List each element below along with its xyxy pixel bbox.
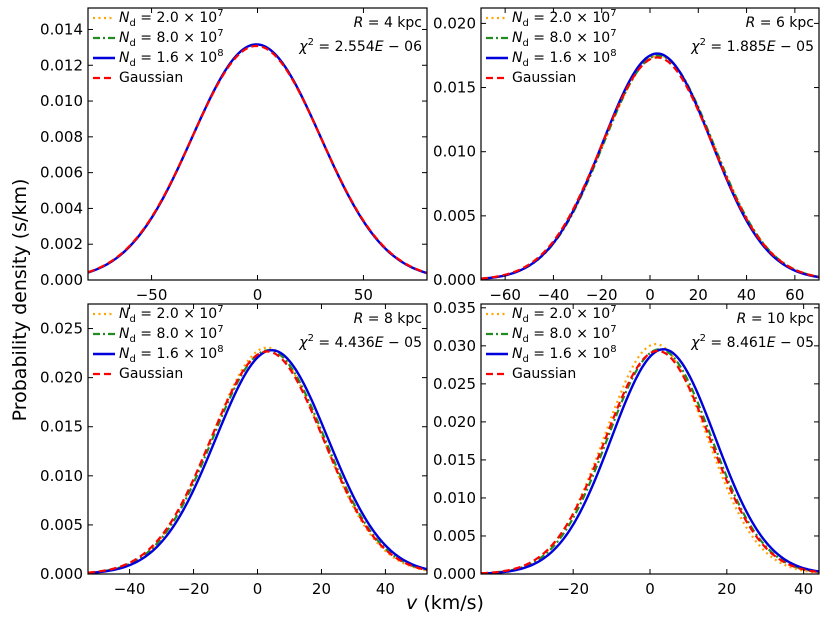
radius-annotation: R = 4 kpc bbox=[354, 15, 422, 31]
chi-square-annotation: χ2 = 4.436E − 05 bbox=[298, 333, 422, 351]
x-tick-label: 0 bbox=[253, 580, 263, 598]
x-tick-label: 20 bbox=[689, 286, 708, 304]
y-tick-label: 0.000 bbox=[40, 271, 83, 289]
y-tick-label: 0.020 bbox=[40, 369, 83, 387]
legend-label: Nd = 2.0 × 107 bbox=[119, 304, 224, 325]
x-tick-label: 40 bbox=[794, 580, 813, 598]
series-line bbox=[88, 350, 427, 574]
x-tick-label: −20 bbox=[586, 286, 618, 304]
series-line bbox=[88, 349, 427, 574]
y-tick-label: 0.008 bbox=[40, 128, 83, 146]
legend-label: Nd = 1.6 × 108 bbox=[119, 344, 224, 365]
series-line bbox=[88, 348, 427, 574]
x-tick-label: −50 bbox=[136, 286, 168, 304]
x-tick-label: 40 bbox=[376, 580, 395, 598]
x-tick-label: −20 bbox=[557, 580, 589, 598]
x-tick-label: −40 bbox=[538, 286, 570, 304]
y-tick-label: 0.000 bbox=[433, 565, 476, 583]
series-line bbox=[481, 56, 819, 280]
panel-4: −20 0 20 40 0.000 0.005 0.010 0.015 0.020 0.025 0.… bbox=[433, 299, 820, 598]
series-line bbox=[481, 52, 819, 280]
panel-2: −60 −40 −20 0 20 40 60 0.000 0.005 0.010 0.015 0.02… bbox=[433, 7, 820, 304]
series-line bbox=[481, 348, 819, 574]
legend-label: Nd = 1.6 × 108 bbox=[512, 344, 617, 365]
x-tick-label: 20 bbox=[312, 580, 331, 598]
y-tick-label: 0.012 bbox=[40, 56, 83, 74]
x-tick-label: −60 bbox=[489, 286, 521, 304]
chi-square-annotation: χ2 = 8.461E − 05 bbox=[690, 333, 814, 351]
legend-label: Gaussian bbox=[119, 366, 183, 382]
x-tick-label: 40 bbox=[737, 286, 756, 304]
series-line bbox=[88, 44, 427, 274]
y-tick-label: 0.035 bbox=[433, 299, 476, 317]
panel-3: −40 −20 0 20 40 0.000 0.005 0.010 0.015 0.020 0.02… bbox=[40, 303, 428, 598]
y-tick-label: 0.025 bbox=[40, 320, 83, 338]
x-tick-label: 0 bbox=[253, 286, 263, 304]
y-tick-label: 0.015 bbox=[433, 451, 476, 469]
y-tick-label: 0.025 bbox=[433, 375, 476, 393]
y-tick-label: 0.002 bbox=[40, 235, 83, 253]
x-axis-title: v (km/s) bbox=[406, 592, 484, 614]
y-tick-label: 0.010 bbox=[433, 143, 476, 161]
legend-label: Nd = 8.0 × 107 bbox=[512, 324, 617, 345]
panel-1: −50 0 50 0.000 0.002 0.004 0.006 0.008 0.010 0.01… bbox=[40, 7, 428, 304]
y-tick-label: 0.014 bbox=[40, 20, 83, 38]
radius-annotation: R = 10 kpc bbox=[737, 311, 814, 327]
y-tick-label: 0.005 bbox=[433, 207, 476, 225]
legend-label: Gaussian bbox=[512, 366, 576, 382]
legend-label: Nd = 2.0 × 107 bbox=[119, 8, 224, 29]
x-tick-label: 20 bbox=[717, 580, 736, 598]
series-line bbox=[481, 348, 819, 574]
y-tick-label: 0.030 bbox=[433, 337, 476, 355]
chi-square-annotation: χ2 = 1.885E − 05 bbox=[690, 37, 814, 55]
series-line bbox=[481, 349, 819, 574]
radius-annotation: R = 6 kpc bbox=[746, 15, 814, 31]
legend-label: Nd = 8.0 × 107 bbox=[119, 324, 224, 345]
y-axis-title: Probability density (s/km) bbox=[9, 179, 31, 422]
legend-label: Gaussian bbox=[512, 70, 576, 86]
legend-label: Nd = 1.6 × 108 bbox=[512, 48, 617, 69]
series-line bbox=[88, 346, 427, 574]
chi-square-annotation: χ2 = 2.554E − 06 bbox=[298, 37, 422, 55]
radius-annotation: R = 8 kpc bbox=[354, 311, 422, 327]
x-tick-label: −40 bbox=[114, 580, 146, 598]
series-line bbox=[481, 54, 819, 280]
y-tick-label: 0.000 bbox=[40, 565, 83, 583]
legend-label: Nd = 8.0 × 107 bbox=[512, 28, 617, 49]
y-tick-label: 0.020 bbox=[433, 413, 476, 431]
y-tick-label: 0.005 bbox=[433, 527, 476, 545]
y-tick-label: 0.006 bbox=[40, 164, 83, 182]
x-tick-label: 0 bbox=[645, 286, 655, 304]
y-tick-label: 0.015 bbox=[40, 418, 83, 436]
x-tick-label: 60 bbox=[785, 286, 804, 304]
x-tick-label: −20 bbox=[178, 580, 210, 598]
series-line bbox=[481, 54, 819, 280]
y-tick-label: 0.000 bbox=[433, 271, 476, 289]
y-tick-label: 0.010 bbox=[433, 489, 476, 507]
series-line bbox=[481, 343, 819, 574]
y-tick-label: 0.010 bbox=[40, 467, 83, 485]
y-tick-label: 0.020 bbox=[433, 14, 476, 32]
legend-label: Gaussian bbox=[119, 70, 183, 86]
y-tick-label: 0.015 bbox=[433, 79, 476, 97]
y-tick-label: 0.010 bbox=[40, 92, 83, 110]
x-tick-label: 0 bbox=[645, 580, 655, 598]
y-tick-label: 0.004 bbox=[40, 199, 83, 217]
legend-label: Nd = 8.0 × 107 bbox=[119, 28, 224, 49]
legend-label: Nd = 2.0 × 107 bbox=[512, 304, 617, 325]
legend-label: Nd = 1.6 × 108 bbox=[119, 48, 224, 69]
x-tick-label: 50 bbox=[354, 286, 373, 304]
y-tick-label: 0.005 bbox=[40, 516, 83, 534]
legend-label: Nd = 2.0 × 107 bbox=[512, 8, 617, 29]
